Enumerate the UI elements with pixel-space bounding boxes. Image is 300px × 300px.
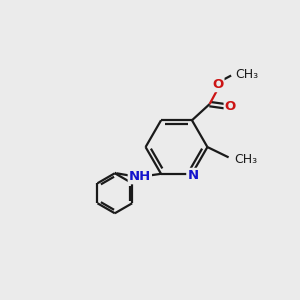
Text: O: O [225,100,236,113]
Text: CH₃: CH₃ [236,68,259,81]
Text: N: N [187,169,198,182]
Text: O: O [212,78,224,91]
Text: CH₃: CH₃ [234,153,257,166]
Text: NH: NH [129,170,151,183]
